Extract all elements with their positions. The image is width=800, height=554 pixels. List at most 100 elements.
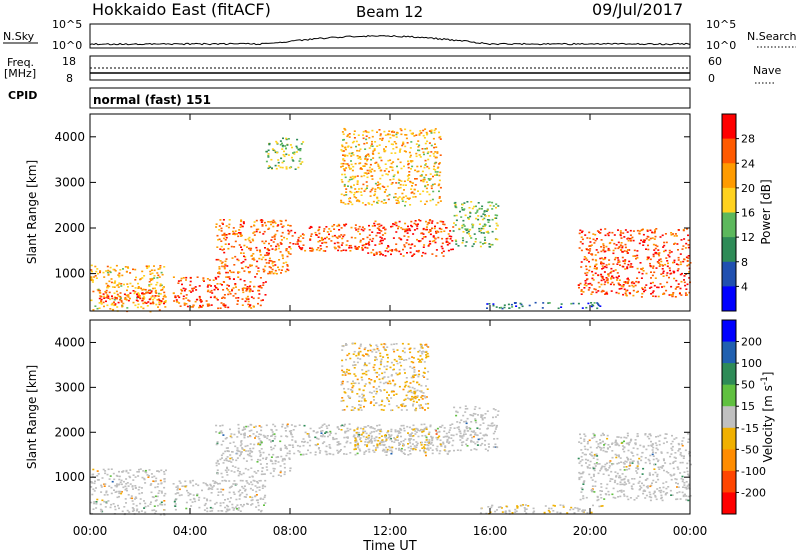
scatter-cell (358, 188, 360, 190)
scatter-cell (479, 245, 482, 248)
scatter-cell (586, 271, 589, 274)
scatter-cell (230, 457, 233, 459)
scatter-cell (615, 244, 618, 246)
scatter-cell (368, 362, 371, 365)
scatter-cell (465, 443, 468, 446)
scatter-cell (659, 236, 662, 238)
scatter-cell (478, 438, 481, 440)
scatter-cell (264, 294, 267, 296)
scatter-cell (219, 283, 222, 285)
scatter-cell (299, 247, 301, 249)
scatter-cell (231, 506, 234, 509)
scatter-cell (632, 285, 635, 288)
scatter-cell (635, 291, 638, 293)
scatter-cell (594, 272, 597, 275)
scatter-cell (610, 267, 613, 270)
scatter-cell (228, 500, 231, 503)
scatter-cell (317, 438, 320, 440)
scatter-cell (196, 298, 199, 301)
scatter-cell (257, 504, 260, 507)
scatter-cell (122, 302, 125, 305)
scatter-cell (253, 285, 256, 288)
scatter-cell (226, 456, 229, 458)
scatter-cell (462, 441, 465, 443)
scatter-cell (332, 436, 335, 439)
scatter-cell (135, 509, 138, 512)
scatter-cell (649, 434, 652, 437)
scatter-cell (358, 400, 361, 402)
scatter-cell (121, 274, 124, 277)
scatter-cell (658, 487, 661, 489)
scatter-cell (230, 485, 233, 488)
scatter-cell (383, 170, 386, 172)
scatter-cell (686, 294, 688, 296)
scatter-cell (119, 298, 122, 301)
scatter-cell (398, 368, 401, 371)
scatter-cell (447, 249, 450, 252)
scatter-cell (589, 237, 591, 240)
scatter-cell (490, 244, 493, 246)
scatter-cell (94, 275, 97, 277)
scatter-cell (266, 248, 269, 251)
scatter-cell (649, 229, 652, 232)
scatter-cell (125, 487, 128, 490)
scatter-cell (209, 510, 212, 512)
scatter-cell (636, 453, 639, 456)
scatter-cell (236, 457, 239, 459)
scatter-cell (139, 297, 142, 300)
scatter-cell (622, 461, 625, 464)
scatter-cell (424, 185, 427, 188)
scatter-cell (431, 452, 434, 455)
scatter-cell (391, 166, 394, 169)
scatter-cell (652, 290, 655, 292)
scatter-cell (414, 395, 417, 398)
scatter-cell (270, 223, 272, 226)
scatter-cell (415, 250, 418, 252)
scatter-cell (308, 436, 311, 438)
scatter-cell (156, 277, 159, 279)
scatter-cell (362, 238, 365, 240)
scatter-cell (606, 278, 609, 280)
scatter-cell (131, 285, 134, 287)
scatter-cell (392, 348, 395, 351)
scatter-cell (274, 459, 277, 462)
scatter-cell (369, 432, 372, 435)
scatter-cell (358, 351, 361, 353)
scatter-cell (432, 168, 435, 170)
scatter-cell (618, 476, 620, 479)
scatter-cell (280, 223, 283, 225)
scatter-cell (663, 250, 665, 253)
scatter-cell (370, 143, 373, 145)
scatter-cell (257, 289, 259, 292)
scatter-cell (264, 254, 267, 257)
scatter-cell (246, 298, 249, 301)
scatter-cell (433, 131, 436, 134)
scatter-cell (455, 219, 458, 222)
scatter-cell (580, 289, 583, 291)
scatter-cell (349, 372, 352, 375)
scatter-cell (405, 394, 408, 397)
scatter-cell (365, 353, 367, 355)
scatter-cell (131, 497, 134, 500)
scatter-cell (385, 451, 388, 453)
scatter-cell (412, 132, 414, 135)
scatter-cell (581, 510, 584, 512)
scatter-cell (243, 485, 246, 487)
scatter-cell (586, 459, 589, 462)
scatter-cell (373, 380, 376, 382)
scatter-cell (374, 359, 376, 361)
scatter-cell (663, 285, 666, 288)
scatter-cell (628, 443, 630, 446)
scatter-cell (638, 230, 641, 232)
scatter-cell (360, 194, 363, 196)
scatter-cell (652, 253, 655, 256)
scatter-cell (198, 306, 201, 309)
scatter-cell (163, 302, 165, 305)
scatter-cell (681, 491, 684, 494)
scatter-cell (318, 232, 321, 235)
scatter-cell (288, 231, 291, 233)
scatter-cell (235, 498, 238, 501)
scatter-cell (406, 228, 409, 230)
scatter-cell (381, 372, 384, 375)
scatter-cell (158, 303, 161, 306)
